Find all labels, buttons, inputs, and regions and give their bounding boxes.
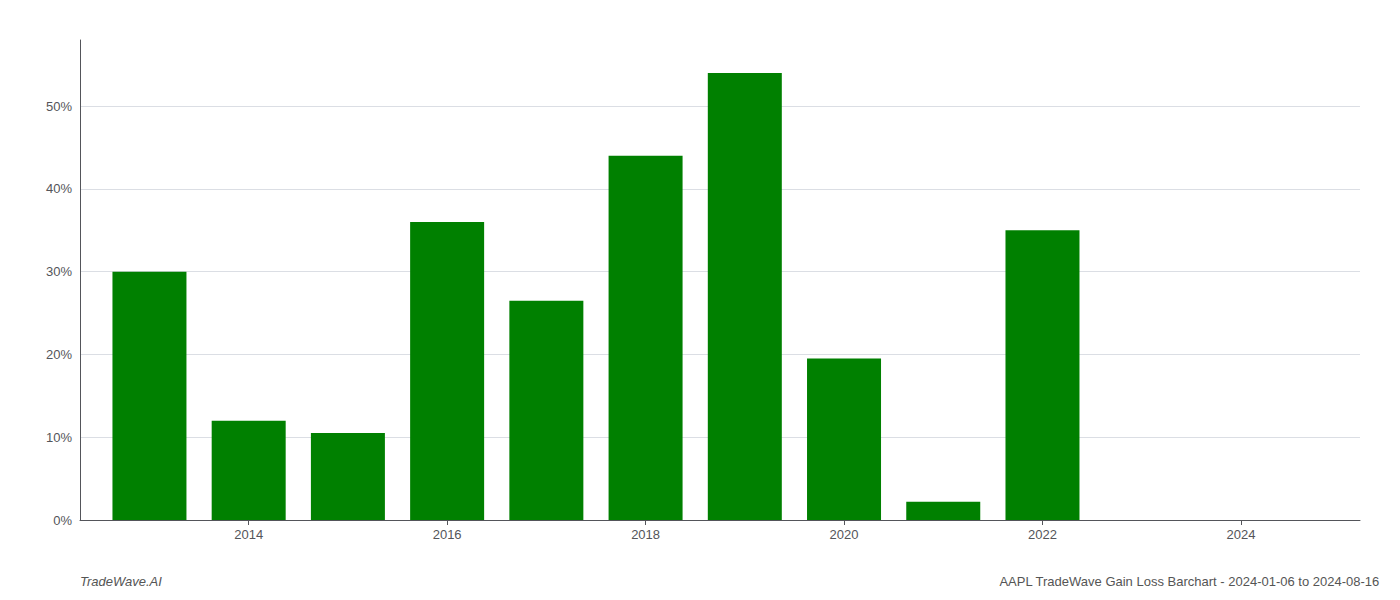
svg-text:2016: 2016: [433, 527, 462, 542]
svg-text:50%: 50%: [46, 99, 72, 114]
svg-text:AAPL TradeWave Gain Loss Barch: AAPL TradeWave Gain Loss Barchart - 2024…: [999, 574, 1379, 589]
svg-text:30%: 30%: [46, 264, 72, 279]
svg-text:20%: 20%: [46, 347, 72, 362]
svg-text:2018: 2018: [631, 527, 660, 542]
svg-text:10%: 10%: [46, 430, 72, 445]
svg-text:2020: 2020: [830, 527, 859, 542]
svg-text:TradeWave.AI: TradeWave.AI: [80, 574, 162, 589]
svg-text:0%: 0%: [53, 513, 72, 528]
svg-text:2022: 2022: [1028, 527, 1057, 542]
svg-text:40%: 40%: [46, 181, 72, 196]
svg-text:2024: 2024: [1226, 527, 1255, 542]
svg-text:2014: 2014: [234, 527, 263, 542]
